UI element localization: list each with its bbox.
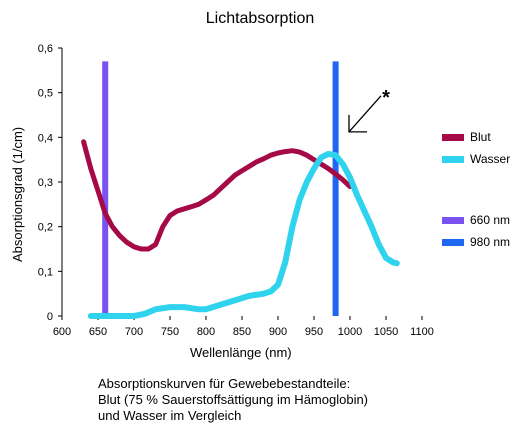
x-tick-label: 900	[269, 326, 287, 338]
x-tick-label: 1100	[410, 326, 434, 338]
x-tick-label: 850	[233, 326, 251, 338]
legend-swatch-660	[442, 216, 464, 224]
chart-title: Lichtabsorption	[205, 10, 315, 27]
annotation-arrow-head	[348, 114, 367, 133]
legend-label-980: 980 nm	[470, 235, 511, 249]
legend-swatch-blut	[442, 133, 464, 141]
annotation-asterisk: *	[382, 87, 390, 109]
legend-label-blut: Blut	[470, 130, 491, 144]
y-axis-label: Absorptionsgrad (1/cm)	[10, 126, 25, 262]
series-line-blut	[81, 139, 353, 252]
x-axis-label: Wellenlänge (nm)	[190, 345, 292, 360]
x-tick-label: 1050	[374, 326, 398, 338]
caption: Absorptionskurven für Gewebebestandteile…	[98, 376, 368, 424]
legend-swatch-wasser	[442, 155, 464, 163]
x-tick-label: 800	[197, 326, 215, 338]
legend-label-660: 660 nm	[470, 213, 511, 227]
legend-swatch-980	[442, 238, 464, 246]
x-tick-label: 750	[161, 326, 179, 338]
y-tick-label: 0,5	[38, 88, 53, 100]
legend-item-blut: Blut	[442, 130, 491, 144]
series-line-wasser	[87, 150, 400, 319]
legend-item-wasser: Wasser	[442, 152, 510, 166]
caption-line-1: Absorptionskurven für Gewebebestandteile…	[98, 376, 351, 391]
x-tick-label: 700	[125, 326, 143, 338]
x-tick-label: 950	[305, 326, 323, 338]
caption-line-2: Blut (75 % Sauerstoffsättigung im Hämogl…	[98, 392, 369, 407]
y-tick-label: 0,4	[38, 132, 53, 144]
y-tick-label: 0,2	[38, 222, 53, 234]
legend-item-660: 660 nm	[442, 213, 510, 227]
x-tick-label: 600	[53, 326, 71, 338]
legend-label-wasser: Wasser	[470, 152, 511, 166]
y-tick-label: 0,1	[38, 266, 53, 278]
y-tick-label: 0	[47, 311, 53, 323]
x-tick-label: 1000	[338, 326, 362, 338]
y-tick-label: 0,6	[38, 43, 53, 55]
marker-bar-660nm	[102, 61, 109, 317]
x-tick-label: 650	[89, 326, 107, 338]
y-tick-label: 0,3	[38, 177, 53, 189]
marker-bar-980nm	[332, 61, 339, 317]
legend-item-980: 980 nm	[442, 235, 510, 249]
caption-line-3: und Wasser im Vergleich	[98, 408, 242, 423]
annotation-arrow-shaft	[348, 95, 382, 133]
